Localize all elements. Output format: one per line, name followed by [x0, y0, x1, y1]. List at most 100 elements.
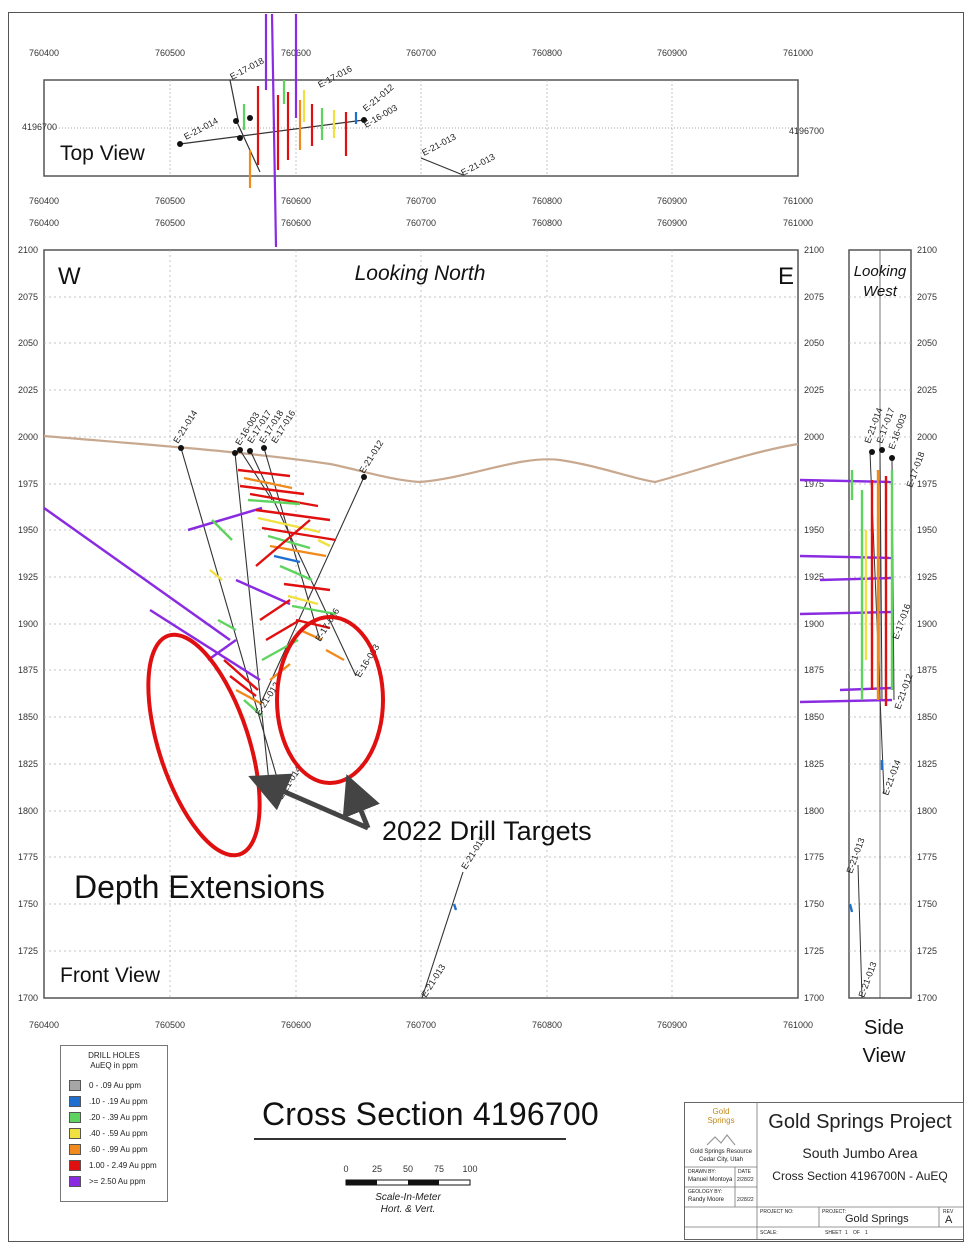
- scale-field-label: SCALE:: [760, 1230, 778, 1236]
- side-view-label-1: Side: [864, 1017, 904, 1039]
- title-underline: [254, 1138, 566, 1140]
- front-y-tick: 1875: [18, 665, 38, 675]
- front-y-tick-right: 1950: [804, 525, 824, 535]
- side-y-tick: 1925: [917, 572, 937, 582]
- side-y-tick: 2100: [917, 245, 937, 255]
- front-x-tick-bottom: 760600: [281, 1020, 311, 1030]
- front-y-tick-right: 2050: [804, 338, 824, 348]
- legend-item: .60 - .99 Au ppm: [61, 1141, 167, 1157]
- logo-text-1: Gold: [712, 1107, 730, 1116]
- legend-label: .60 - .99 Au ppm: [89, 1144, 148, 1154]
- drill-targets-annotation: 2022 Drill Targets: [382, 816, 592, 846]
- top-x-tick: 760800: [532, 48, 562, 58]
- top-x-tick: 760900: [657, 48, 687, 58]
- side-y-tick: 1900: [917, 619, 937, 629]
- front-y-tick: 1700: [18, 993, 38, 1003]
- top-x-tick: 761000: [783, 48, 813, 58]
- front-x-tick: 760400: [29, 218, 59, 228]
- top-view-label: Top View: [60, 142, 146, 165]
- legend: DRILL HOLES AuEQ in ppm 0 - .09 Au ppm .1…: [60, 1045, 168, 1202]
- front-y-tick: 1800: [18, 806, 38, 816]
- front-y-tick-right: 2075: [804, 292, 824, 302]
- front-y-tick: 2050: [18, 338, 38, 348]
- top-x-tick: 760500: [155, 48, 185, 58]
- front-y-tick: 1750: [18, 899, 38, 909]
- side-y-tick: 1975: [917, 479, 937, 489]
- legend-title-2: AuEQ in ppm: [90, 1061, 138, 1070]
- front-x-tick-bottom: 761000: [783, 1020, 813, 1030]
- front-y-tick: 1850: [18, 712, 38, 722]
- section-title: Cross Section 4196700: [262, 1096, 599, 1132]
- top-x-tick: 760400: [29, 48, 59, 58]
- front-y-tick-right: 2000: [804, 432, 824, 442]
- legend-item: 1.00 - 2.49 Au ppm: [61, 1157, 167, 1173]
- legend-item: .40 - .59 Au ppm: [61, 1125, 167, 1141]
- drill-target-circle: [275, 615, 385, 785]
- front-x-tick: 760700: [406, 218, 436, 228]
- company-name: Gold Springs Resource: [689, 1149, 753, 1155]
- project-name: Gold Springs: [845, 1213, 909, 1225]
- rev-label: REV: [943, 1209, 954, 1215]
- looking-west-label-2: West: [863, 283, 898, 300]
- legend-item: .20 - .39 Au ppm: [61, 1109, 167, 1125]
- front-y-tick-right: 1900: [804, 619, 824, 629]
- top-x-tick-bottom: 760600: [281, 196, 311, 206]
- front-y-tick-right: 1700: [804, 993, 824, 1003]
- east-label: E: [778, 263, 794, 290]
- of-label: OF: [853, 1230, 860, 1236]
- top-x-tick-bottom: 760400: [29, 196, 59, 206]
- rev-value: A: [945, 1214, 953, 1226]
- front-x-tick-bottom: 760800: [532, 1020, 562, 1030]
- front-y-tick: 2025: [18, 385, 38, 395]
- depth-extensions-annotation: Depth Extensions: [74, 869, 325, 905]
- scale-tick: 100: [462, 1164, 477, 1174]
- logo-text-2: Springs: [707, 1116, 735, 1125]
- side-y-tick: 1825: [917, 759, 937, 769]
- top-hole-label-e17-018: E-17-018: [228, 56, 265, 82]
- front-y-tick-right: 1775: [804, 852, 824, 862]
- front-y-tick-right: 1875: [804, 665, 824, 675]
- front-y-tick: 1950: [18, 525, 38, 535]
- front-x-tick: 760800: [532, 218, 562, 228]
- legend-label: >= 2.50 Au ppm: [89, 1176, 146, 1186]
- legend-swatch: [69, 1111, 81, 1123]
- front-x-tick: 760900: [657, 218, 687, 228]
- front-y-tick-right: 2100: [804, 245, 824, 255]
- looking-north-label: Looking North: [355, 262, 486, 285]
- legend-item: >= 2.50 Au ppm: [61, 1173, 167, 1189]
- legend-swatch: [69, 1079, 81, 1091]
- front-y-tick: 2075: [18, 292, 38, 302]
- front-x-tick-bottom: 760400: [29, 1020, 59, 1030]
- scale-label-2: Hort. & Vert.: [381, 1204, 436, 1215]
- side-view-panel: Looking West 2100 2075 2050 2025 2000 19…: [799, 245, 937, 1067]
- front-x-tick: 761000: [783, 218, 813, 228]
- scale-tick: 25: [372, 1164, 382, 1174]
- date-1: 2/28/22: [737, 1177, 754, 1183]
- scale-tick: 50: [403, 1164, 413, 1174]
- scale-bar: 0 25 50 75 100 Scale-In-Meter Hort. & Ve…: [343, 1164, 477, 1215]
- company-city: Cedar City, Utah: [699, 1157, 743, 1163]
- side-y-tick: 2025: [917, 385, 937, 395]
- front-y-tick: 1825: [18, 759, 38, 769]
- side-view-label-2: View: [863, 1045, 907, 1067]
- side-y-tick: 1775: [917, 852, 937, 862]
- front-y-tick: 1975: [18, 479, 38, 489]
- front-y-tick-right: 1825: [804, 759, 824, 769]
- scale-tick: 75: [434, 1164, 444, 1174]
- side-y-tick: 1950: [917, 525, 937, 535]
- side-y-tick: 1875: [917, 665, 937, 675]
- sheet-total: 1: [865, 1230, 868, 1236]
- front-y-tick: 1925: [18, 572, 38, 582]
- legend-label: 0 - .09 Au ppm: [89, 1080, 142, 1090]
- date-2: 2/28/22: [737, 1197, 754, 1203]
- front-x-tick: 760500: [155, 218, 185, 228]
- section-name: Cross Section 4196700N - AuEQ: [772, 1169, 948, 1183]
- front-x-tick-bottom: 760700: [406, 1020, 436, 1030]
- front-x-tick: 760600: [281, 218, 311, 228]
- front-y-tick-right: 1925: [804, 572, 824, 582]
- scale-tick: 0: [343, 1164, 348, 1174]
- sheet-number: 1: [845, 1230, 848, 1236]
- side-y-tick: 1700: [917, 993, 937, 1003]
- top-x-tick-bottom: 760500: [155, 196, 185, 206]
